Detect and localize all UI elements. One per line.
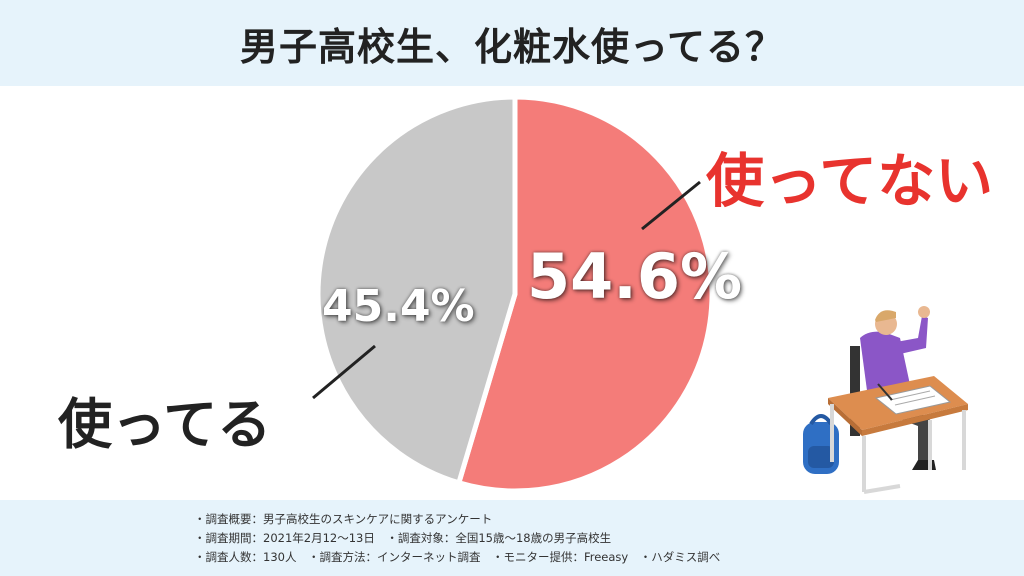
survey-overview: ・調査概要：男子高校生のスキンケアに関するアンケート bbox=[194, 512, 493, 526]
survey-info-line: ・調査人数：130人 ・調査方法：インターネット調査 ・モニター提供：Freea… bbox=[194, 548, 720, 567]
survey-count-method: ・調査人数：130人 ・調査方法：インターネット調査 ・モニター提供：Freea… bbox=[194, 550, 721, 564]
pie-slice-not-using bbox=[456, 94, 715, 494]
callout-not-using: 使ってない bbox=[706, 147, 994, 215]
pie-slices bbox=[315, 94, 715, 494]
survey-period-target: ・調査期間：2021年2月12～13日 ・調査対象：全国15歳～18歳の男子高校… bbox=[194, 531, 612, 545]
spacer bbox=[840, 400, 844, 404]
page-title: 男子高校生、化粧水使ってる？ bbox=[239, 24, 785, 69]
survey-info-footer: ・調査概要：男子高校生のスキンケアに関するアンケート ・調査期間：2021年2月… bbox=[0, 500, 1024, 576]
survey-info-line: ・調査期間：2021年2月12～13日 ・調査対象：全国15歳～18歳の男子高校… bbox=[194, 529, 720, 548]
slice-label-not-using-pct: 54.6% bbox=[527, 240, 743, 313]
survey-info-line: ・調査概要：男子高校生のスキンケアに関するアンケート bbox=[194, 510, 720, 529]
header-band: 男子高校生、化粧水使ってる？ bbox=[0, 0, 1024, 86]
callout-using: 使ってる bbox=[58, 393, 272, 456]
pie-slice-using bbox=[315, 94, 518, 486]
leader-line-using bbox=[312, 344, 376, 400]
slice-label-using-pct: 45.4% bbox=[322, 281, 475, 332]
leader-line-not-using bbox=[641, 180, 701, 231]
survey-info: ・調査概要：男子高校生のスキンケアに関するアンケート ・調査期間：2021年2月… bbox=[194, 510, 720, 567]
student-illustration bbox=[803, 306, 968, 494]
